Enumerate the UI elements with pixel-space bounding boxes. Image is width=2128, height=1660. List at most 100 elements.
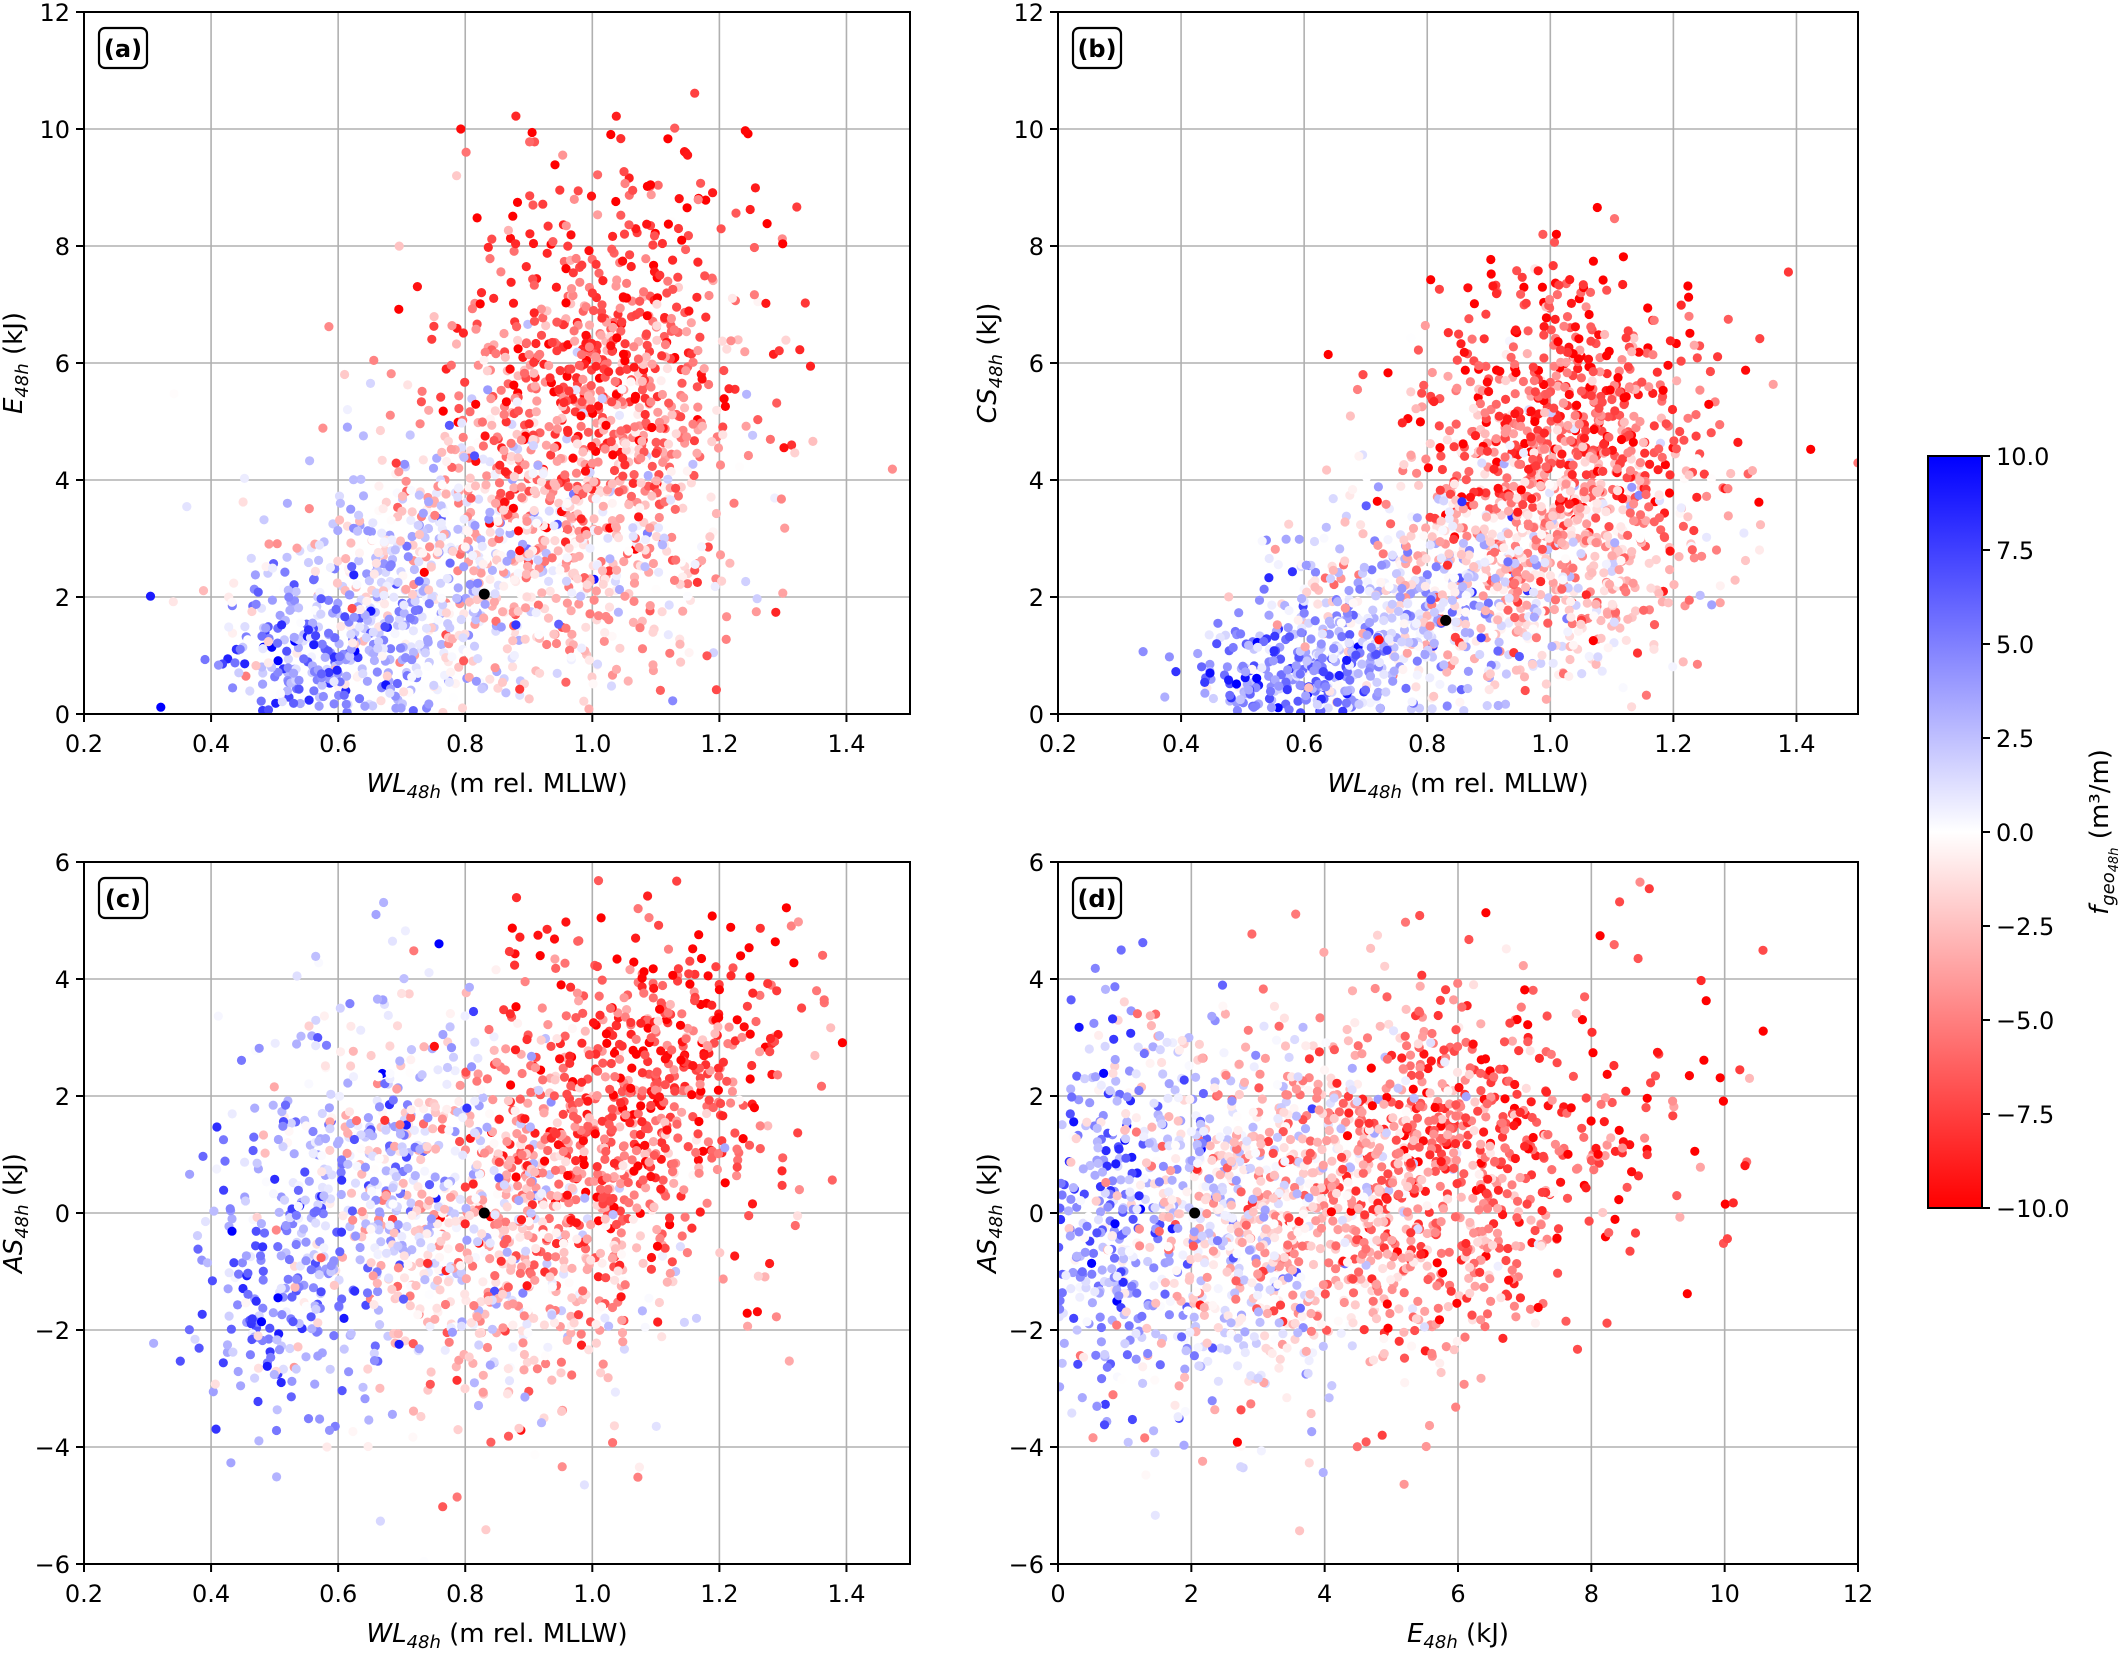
data-point: [1623, 362, 1633, 372]
data-point: [588, 1018, 599, 1028]
data-point: [1747, 466, 1757, 476]
data-point: [571, 253, 581, 264]
data-point: [672, 302, 682, 312]
data-point: [468, 1179, 478, 1189]
y-axis-label: E48h (kJ): [0, 312, 33, 414]
data-point: [1397, 637, 1407, 647]
data-point: [379, 537, 389, 547]
data-point: [1383, 535, 1393, 545]
data-point: [387, 1409, 397, 1419]
data-point: [629, 362, 639, 372]
data-point: [1439, 660, 1449, 670]
data-point: [253, 1396, 263, 1407]
data-point: [1457, 497, 1467, 507]
data-point: [749, 242, 760, 253]
data-point: [506, 1080, 516, 1090]
data-point: [508, 503, 518, 513]
data-point: [1395, 592, 1405, 602]
data-point: [1501, 564, 1511, 574]
data-point: [1550, 595, 1561, 605]
data-point: [1490, 573, 1500, 584]
data-point: [417, 612, 427, 622]
data-point: [310, 1379, 320, 1389]
data-point: [591, 586, 602, 596]
data-point: [436, 578, 446, 588]
data-point: [385, 562, 395, 572]
data-point: [1665, 336, 1675, 346]
data-point: [584, 655, 594, 665]
data-point: [335, 652, 345, 662]
data-point: [1627, 347, 1637, 357]
data-point: [1545, 294, 1555, 305]
data-point: [1516, 289, 1526, 299]
data-point: [1462, 531, 1472, 541]
x-tick-label: 0.6: [1285, 730, 1323, 758]
data-point: [477, 417, 487, 427]
data-point: [1657, 452, 1667, 462]
data-point: [647, 422, 657, 433]
data-point: [1563, 627, 1573, 637]
data-point: [400, 459, 410, 469]
data-point: [667, 1257, 677, 1267]
data-point: [483, 242, 493, 252]
data-point: [278, 1364, 288, 1374]
data-point: [765, 1047, 775, 1057]
data-point: [1679, 435, 1689, 445]
data-point: [1496, 531, 1506, 541]
data-point: [460, 1182, 470, 1192]
data-point: [1469, 500, 1479, 510]
data-point: [345, 651, 355, 661]
data-point: [311, 1218, 321, 1228]
data-point: [808, 436, 818, 446]
data-point: [816, 1081, 827, 1091]
data-point: [373, 1072, 383, 1082]
data-point: [790, 448, 800, 458]
data-point: [1540, 558, 1550, 568]
data-point: [175, 1356, 185, 1366]
data-point: [425, 1321, 435, 1332]
data-point: [1644, 558, 1654, 568]
data-point: [470, 1096, 480, 1106]
data-point: [528, 200, 538, 210]
data-point: [240, 659, 250, 669]
data-point: [566, 1328, 576, 1338]
data-point: [779, 443, 789, 453]
data-point: [294, 675, 304, 686]
data-point: [355, 1255, 365, 1265]
data-point: [512, 197, 523, 207]
data-point: [666, 495, 676, 505]
data-point: [1605, 385, 1615, 395]
data-point: [453, 524, 463, 534]
data-point: [545, 373, 555, 383]
y-axis-label-main: CS: [973, 388, 1003, 423]
data-point: [1503, 506, 1514, 516]
data-point: [1658, 385, 1668, 395]
data-point: [568, 453, 578, 463]
data-point: [406, 485, 416, 495]
data-point: [313, 1033, 323, 1043]
data-point: [739, 1022, 749, 1032]
data-point: [1613, 577, 1623, 588]
data-point: [667, 532, 677, 543]
data-point: [1623, 448, 1633, 458]
data-point: [294, 684, 304, 694]
data-point: [1755, 520, 1766, 530]
data-point: [499, 1005, 509, 1015]
data-point: [1739, 528, 1749, 538]
data-point: [724, 384, 734, 394]
data-point: [509, 575, 519, 585]
data-point: [740, 126, 750, 136]
data-point: [1281, 677, 1291, 687]
data-point: [1654, 444, 1664, 454]
data-point: [535, 668, 545, 678]
data-point: [419, 1556, 429, 1564]
data-point: [653, 523, 664, 533]
data-point: [339, 1313, 349, 1323]
data-point: [611, 196, 621, 207]
x-axis-label-unit: (m rel. MLLW): [441, 769, 628, 799]
data-point: [412, 282, 422, 292]
data-point: [1224, 592, 1234, 602]
data-point: [440, 1345, 450, 1355]
data-point: [1561, 357, 1571, 367]
data-point: [607, 479, 618, 489]
